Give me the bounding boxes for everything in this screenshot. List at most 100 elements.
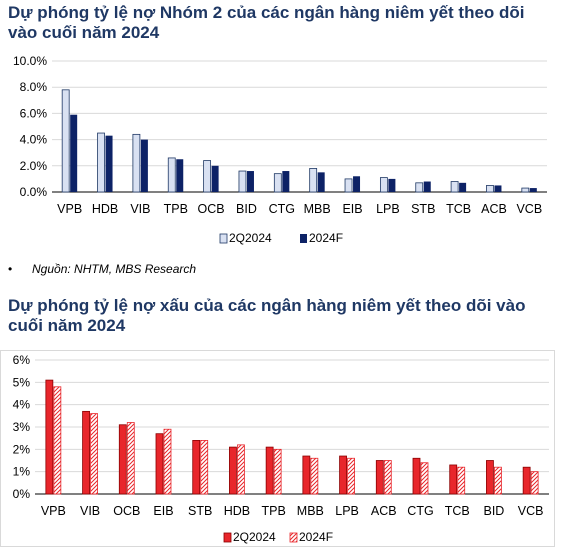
chart1-title: Dự phóng tỷ lệ nợ Nhóm 2 của các ngân hà… [8, 3, 525, 42]
bar-eib-2q2024 [155, 433, 164, 495]
bar-tcb-2q2024 [450, 181, 459, 193]
bar-ocb-2024f [211, 165, 219, 192]
x-tick-label: TPB [164, 202, 188, 216]
chart1-y-axis: 0.0% 2.0% 4.0% 6.0% 8.0% 10.0% [13, 54, 47, 199]
x-tick-label: BID [236, 202, 257, 216]
source-note: • Nguồn: NHTM, MBS Research [8, 262, 196, 276]
x-tick-label: MBB [297, 504, 324, 518]
bar-bid-2q2024 [238, 170, 247, 193]
bar-hdb-2024f [237, 444, 245, 495]
bar-mbb-2q2024 [309, 168, 318, 193]
bar-bid-2q2024 [486, 460, 494, 495]
bar-lpb-2024f [347, 457, 355, 495]
bar-hdb-2q2024 [229, 446, 237, 495]
bar-vcb-2024f [530, 471, 539, 495]
y-tick-label: 1% [13, 465, 31, 479]
bar-tcb-2q2024 [449, 464, 458, 495]
y-tick-label: 6.0% [20, 106, 48, 120]
y-tick-label: 0% [13, 487, 31, 501]
x-tick-label: VPB [41, 504, 66, 518]
bar-hdb-2024f [105, 135, 113, 192]
legend-swatch [300, 234, 307, 243]
legend-swatch [219, 233, 228, 244]
bar-vib-2024f [90, 413, 98, 495]
bar-vib-2q2024 [82, 410, 90, 495]
bar-bid-2024f [246, 171, 254, 192]
bar-acb-2q2024 [375, 460, 384, 495]
bar-vpb-2q2024 [45, 379, 54, 495]
bar-stb-2q2024 [192, 440, 201, 495]
y-tick-label: 4.0% [20, 133, 48, 147]
x-tick-label: BID [484, 504, 505, 518]
bar-vib-2024f [140, 139, 148, 192]
x-tick-label: CTG [269, 202, 295, 216]
legend-swatch [223, 532, 232, 543]
x-tick-label: TCB [446, 202, 471, 216]
chart2-npl-ratio: 0% 1% 2% 3% 4% 5% 6% VPB VIB OCB EIB STB HDB TPB MBB L… [0, 350, 555, 547]
bar-eib-2024f [353, 176, 361, 192]
bar-tcb-2024f [459, 182, 467, 192]
x-tick-label: VPB [57, 202, 82, 216]
y-tick-label: 6% [13, 353, 31, 367]
bar-mbb-2024f [310, 457, 319, 495]
y-tick-label: 10.0% [13, 54, 47, 68]
legend-label: 2024F [299, 530, 333, 544]
bar-vcb-2q2024 [522, 466, 531, 495]
bar-vpb-2024f [70, 114, 78, 192]
x-tick-label: VCB [518, 504, 544, 518]
bar-tcb-2024f [457, 466, 466, 495]
x-tick-label: STB [188, 504, 212, 518]
chart2-title: Dự phóng tỷ lệ nợ xấu của các ngân hàng … [8, 296, 526, 335]
bar-ocb-2q2024 [118, 424, 127, 495]
bar-ocb-2024f [126, 422, 135, 495]
bar-ctg-2q2024 [412, 457, 421, 495]
chart1-gridlines [52, 60, 547, 193]
chart2-x-axis: VPB VIB OCB EIB STB HDB TPB MBB LPB ACB CTG TCB BID V… [41, 504, 544, 518]
y-tick-label: 0.0% [20, 185, 48, 199]
bar-bid-2024f [494, 466, 502, 495]
bar-tpb-2q2024 [265, 446, 274, 495]
chart2-gridlines [35, 359, 549, 495]
legend-label: 2Q2024 [233, 530, 276, 544]
bar-vpb-2q2024 [61, 89, 70, 193]
legend-label: 2024F [309, 231, 343, 245]
bar-stb-2024f [200, 440, 209, 495]
bar-hdb-2q2024 [97, 132, 105, 193]
chart1-bars [61, 89, 537, 193]
x-tick-label: ACB [371, 504, 397, 518]
bar-lpb-2q2024 [339, 455, 347, 495]
x-tick-label: LPB [335, 504, 359, 518]
x-tick-label: CTG [407, 504, 433, 518]
bar-eib-2q2024 [344, 178, 353, 193]
y-tick-label: 5% [13, 375, 31, 389]
bar-vcb-2024f [529, 188, 537, 192]
x-tick-label: OCB [113, 504, 140, 518]
bar-acb-2q2024 [486, 185, 494, 193]
bar-ocb-2q2024 [203, 160, 212, 193]
x-tick-label: VIB [130, 202, 150, 216]
x-tick-label: TCB [445, 504, 470, 518]
bar-stb-2q2024 [415, 182, 424, 193]
source-bullet: • [8, 262, 13, 276]
x-tick-label: VCB [516, 202, 542, 216]
x-tick-label: EIB [153, 504, 173, 518]
bar-vcb-2q2024 [521, 187, 530, 193]
x-tick-label: OCB [198, 202, 225, 216]
bar-ctg-2q2024 [273, 173, 282, 193]
bar-tpb-2q2024 [167, 157, 176, 193]
chart2-y-axis: 0% 1% 2% 3% 4% 5% 6% [13, 353, 31, 501]
bar-ctg-2024f [282, 171, 290, 192]
bar-stb-2024f [423, 181, 431, 192]
x-tick-label: MBB [304, 202, 331, 216]
y-tick-label: 4% [13, 398, 31, 412]
chart2-legend: 2Q2024 2024F [223, 530, 333, 544]
bar-eib-2024f [163, 428, 172, 495]
chart2-frame [0, 350, 555, 547]
chart1-x-axis: VPB HDB VIB TPB OCB BID CTG MBB EIB LPB STB TCB ACB V… [57, 202, 542, 216]
chart2-bars [45, 379, 539, 495]
bar-ctg-2024f [420, 462, 429, 495]
x-tick-label: LPB [376, 202, 400, 216]
legend-label: 2Q2024 [229, 231, 272, 245]
chart1-legend: 2Q2024 2024F [219, 231, 343, 245]
bar-lpb-2024f [388, 178, 396, 192]
